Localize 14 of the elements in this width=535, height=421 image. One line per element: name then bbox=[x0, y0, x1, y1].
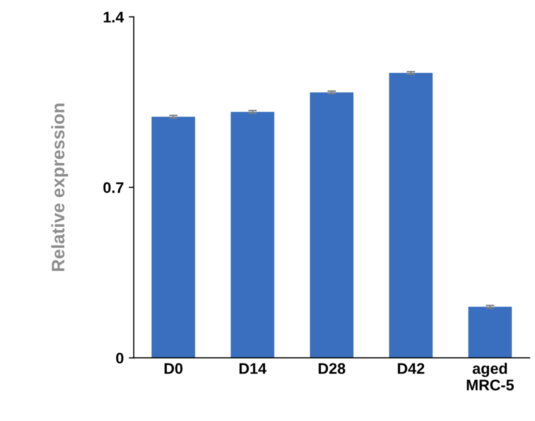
x-tick-label: D28 bbox=[318, 363, 346, 374]
x-tick-label: D42 bbox=[398, 363, 424, 374]
x-tick-label: aged MRC-5 bbox=[466, 362, 514, 390]
x-tick-label: D0 bbox=[164, 363, 182, 374]
bar bbox=[389, 72, 433, 358]
y-tick-label: 0 bbox=[116, 352, 124, 364]
y-tick-label: 1.4 bbox=[104, 12, 124, 22]
x-tick-label: D14 bbox=[240, 363, 266, 374]
bar bbox=[230, 112, 274, 358]
bar bbox=[468, 306, 512, 358]
bar bbox=[310, 92, 354, 358]
bar bbox=[152, 116, 196, 358]
y-tick-label: 0.7 bbox=[103, 182, 124, 194]
y-axis-title: Relative expression bbox=[51, 104, 68, 271]
